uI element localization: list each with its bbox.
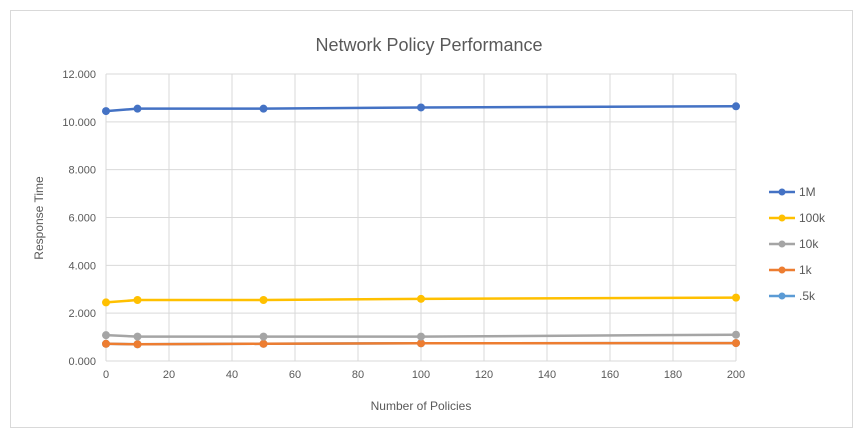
data-point (102, 298, 110, 307)
legend-item: .5k (769, 289, 816, 303)
series-1m (102, 102, 740, 116)
legend-item: 1M (769, 185, 816, 199)
legend-marker (778, 240, 786, 248)
y-axis-ticks: 0.000 2.000 4.000 6.000 8.000 10.000 12.000 (62, 69, 96, 368)
data-point (133, 332, 142, 341)
series-1k (102, 339, 740, 349)
y-tick-label: 6.000 (68, 213, 96, 225)
y-tick-label: 12.000 (62, 69, 96, 81)
x-tick-label: 120 (475, 369, 493, 381)
x-axis-ticks: 0 20 40 60 80 100 120 140 160 180 200 (103, 369, 745, 381)
data-point (417, 332, 425, 341)
y-tick-label: 4.000 (68, 260, 96, 272)
data-point (102, 107, 110, 116)
data-point (732, 339, 740, 348)
x-axis-title: Number of Policies (371, 399, 472, 413)
legend: 1M 100k 10k 1k .5k (769, 185, 826, 303)
series-100k (102, 293, 740, 307)
x-tick-label: 100 (412, 369, 430, 381)
chart-title: Network Policy Performance (315, 35, 542, 55)
x-tick-label: 140 (538, 369, 556, 381)
data-point (259, 332, 268, 341)
x-tick-label: 160 (601, 369, 619, 381)
y-tick-label: 2.000 (68, 308, 96, 320)
x-tick-label: 0 (103, 369, 109, 381)
data-point (133, 296, 142, 305)
y-tick-label: 10.000 (62, 117, 96, 129)
series-layer (102, 102, 740, 349)
y-tick-label: 8.000 (68, 165, 96, 177)
legend-label: 10k (799, 237, 819, 251)
line-chart: Network Policy Performance 0.000 2.000 4.0… (32, 35, 826, 413)
data-point (417, 339, 425, 348)
x-tick-label: 200 (727, 369, 745, 381)
data-point (259, 296, 268, 305)
data-point (102, 339, 110, 348)
x-tick-label: 180 (664, 369, 682, 381)
y-tick-label: 0.000 (68, 356, 96, 368)
legend-label: 100k (799, 211, 826, 225)
legend-marker (778, 292, 786, 300)
data-point (732, 330, 740, 339)
gridlines (105, 73, 737, 362)
legend-item: 10k (769, 237, 819, 251)
data-point (259, 339, 268, 348)
data-point (259, 104, 268, 113)
data-point (732, 293, 740, 302)
legend-marker (778, 214, 786, 222)
data-point (133, 340, 142, 349)
data-point (133, 104, 142, 113)
x-tick-label: 20 (163, 369, 175, 381)
data-point (732, 102, 740, 111)
legend-label: .5k (799, 289, 816, 303)
legend-marker (778, 266, 786, 274)
chart-area: Network Policy Performance 0.000 2.000 4.0… (10, 10, 853, 428)
legend-item: 1k (769, 263, 813, 277)
x-tick-label: 40 (226, 369, 238, 381)
series-10k (102, 330, 740, 341)
data-point (102, 331, 110, 340)
legend-marker (778, 188, 786, 196)
legend-label: 1M (799, 185, 816, 199)
x-tick-label: 60 (289, 369, 301, 381)
legend-label: 1k (799, 263, 813, 277)
data-point (417, 294, 425, 303)
legend-item: 100k (769, 211, 826, 225)
y-axis-title: Response Time (32, 176, 46, 260)
data-point (417, 103, 425, 112)
x-tick-label: 80 (352, 369, 364, 381)
